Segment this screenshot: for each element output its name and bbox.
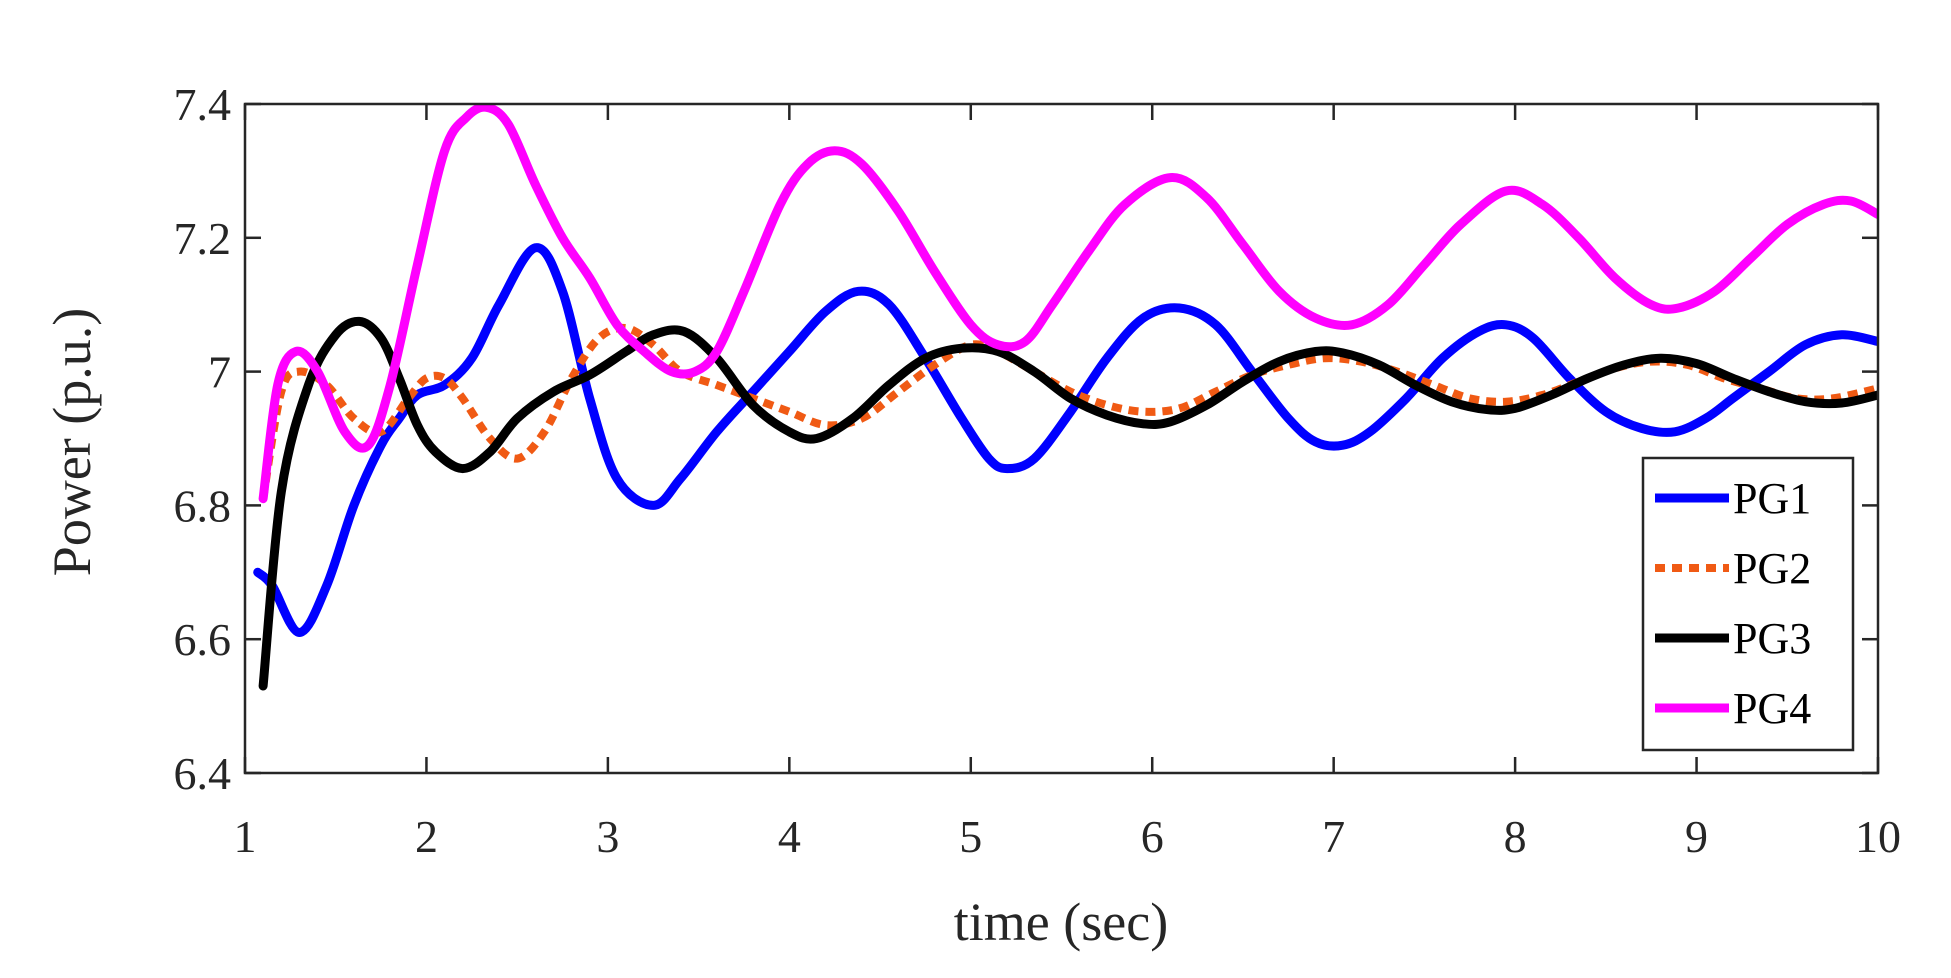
- x-tick-label: 6: [1141, 811, 1164, 862]
- y-tick-label: 6.4: [174, 748, 232, 799]
- legend-label-pg2: PG2: [1733, 544, 1811, 593]
- y-tick-label: 6.8: [174, 480, 232, 531]
- legend-label-pg3: PG3: [1733, 614, 1811, 663]
- x-tick-label: 8: [1504, 811, 1527, 862]
- y-tick-label: 6.6: [174, 614, 232, 665]
- x-axis-title: time (sec): [954, 892, 1168, 952]
- legend-label-pg1: PG1: [1733, 474, 1811, 523]
- series-line-pg1: [253, 243, 1878, 637]
- axes-frame: [243, 102, 1880, 775]
- x-tick-label: 7: [1322, 811, 1345, 862]
- x-tick-label: 10: [1855, 811, 1901, 862]
- x-tick-label: 1: [234, 811, 257, 862]
- y-tick-label: 7.2: [174, 213, 232, 264]
- y-tick-label: 7.4: [174, 79, 232, 130]
- series-line-pg4: [258, 104, 1878, 504]
- y-tick-label: 7: [208, 347, 231, 398]
- series-line-pg3: [258, 316, 1878, 691]
- legend-box: [1641, 456, 1855, 752]
- x-tick-label: 3: [596, 811, 619, 862]
- x-tick-label: 5: [959, 811, 982, 862]
- legend-label-pg4: PG4: [1733, 684, 1811, 733]
- axes-layer: [243, 102, 1880, 775]
- plot-area: [245, 104, 1878, 773]
- series-layer: [253, 104, 1878, 691]
- x-tick-label: 2: [415, 811, 438, 862]
- plot-background: [245, 104, 1878, 773]
- legend: PG1 PG2 PG3 PG4: [1641, 456, 1855, 752]
- y-axis-title: Power (p.u.): [42, 308, 102, 576]
- x-tick-label: 4: [778, 811, 801, 862]
- ticks-layer: 1 2 3 4 5 6 7 8 9 10 6.4 6.6 6.8 7 7.2 7.4: [174, 79, 1902, 862]
- x-tick-label: 9: [1685, 811, 1708, 862]
